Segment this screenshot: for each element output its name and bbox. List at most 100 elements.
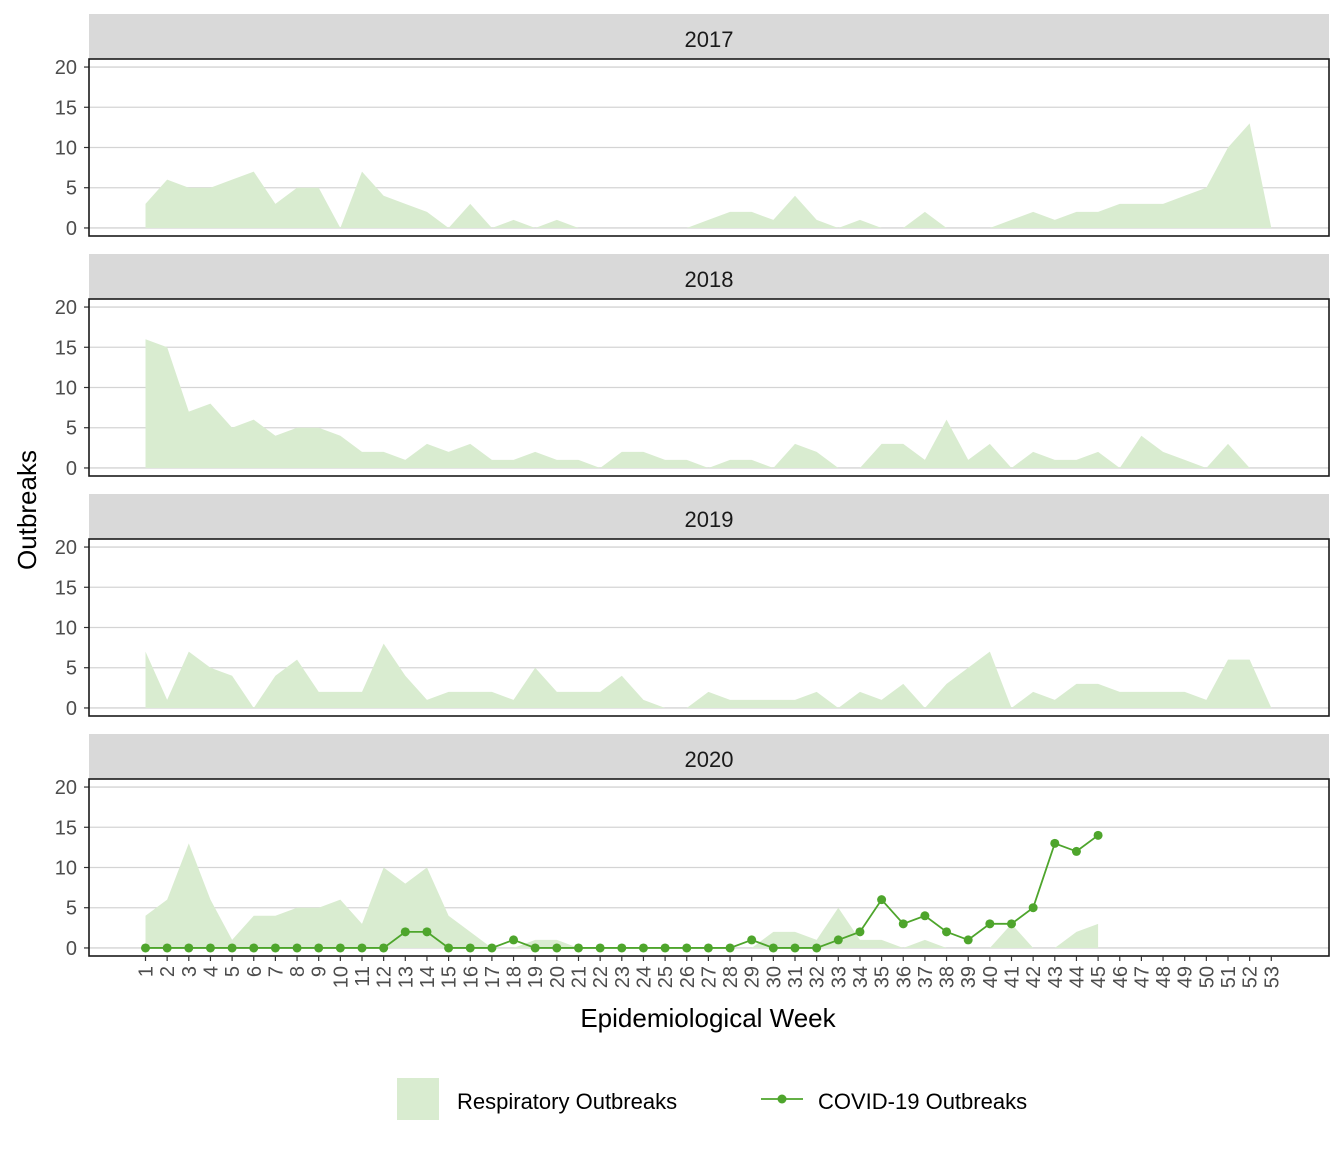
x-tick-label-20: 20	[547, 966, 569, 988]
strip-2018	[89, 254, 1329, 299]
covid-point-2020-week-33	[833, 935, 843, 945]
covid-point-2020-week-18	[509, 935, 519, 945]
covid-point-2020-week-34	[855, 927, 865, 937]
covid-point-2020-week-11	[357, 943, 367, 953]
y-tick-label-2020-10: 10	[55, 858, 77, 880]
strip-2019	[89, 494, 1329, 539]
x-tick-label-41: 41	[1002, 966, 1024, 988]
x-tick-label-50: 50	[1196, 966, 1218, 988]
covid-point-2020-week-10	[335, 943, 345, 953]
x-tick-label-53: 53	[1261, 966, 1283, 988]
covid-point-2020-week-8	[292, 943, 302, 953]
x-tick-label-48: 48	[1153, 966, 1175, 988]
covid-point-2020-week-45	[1093, 830, 1103, 840]
x-tick-label-43: 43	[1045, 966, 1067, 988]
covid-point-2020-week-35	[877, 895, 887, 905]
covid-point-2020-week-44	[1071, 846, 1081, 856]
x-tick-label-15: 15	[439, 966, 461, 988]
y-axis-title: Outbreaks	[12, 450, 42, 570]
covid-point-2020-week-40	[985, 919, 995, 929]
covid-point-2020-week-13	[400, 927, 410, 937]
panels: 2017051015202018051015202019051015202020…	[55, 14, 1330, 960]
x-tick-label-25: 25	[655, 966, 677, 988]
legend: Respiratory Outbreaks COVID-19 Outbreaks	[397, 1078, 1027, 1120]
y-tick-label-2017-15: 15	[55, 97, 77, 119]
strip-label-2019: 2019	[685, 507, 734, 532]
y-tick-label-2018-0: 0	[66, 458, 77, 480]
respiratory-area-2017	[145, 123, 1272, 228]
respiratory-area-2020	[145, 843, 1099, 948]
covid-point-2020-week-22	[595, 943, 605, 953]
covid-point-2020-week-21	[574, 943, 583, 953]
covid-point-2020-week-12	[379, 943, 389, 953]
y-tick-label-2018-20: 20	[55, 297, 77, 319]
covid-point-2020-week-31	[790, 943, 800, 953]
covid-point-2020-week-5	[227, 943, 237, 953]
covid-point-2020-week-20	[552, 943, 562, 953]
x-tick-label-14: 14	[417, 966, 439, 988]
y-tick-label-2019-5: 5	[66, 658, 77, 680]
x-tick-label-3: 3	[179, 966, 201, 977]
covid-point-2020-week-38	[942, 927, 952, 937]
x-tick-label-42: 42	[1023, 966, 1045, 988]
covid-point-2020-week-37	[920, 911, 930, 921]
covid-point-2020-week-27	[703, 943, 713, 953]
x-tick-label-32: 32	[807, 966, 829, 988]
x-tick-label-6: 6	[244, 966, 266, 977]
covid-point-2020-week-6	[249, 943, 259, 953]
panel-border-2017	[88, 58, 1330, 237]
covid-point-2020-week-16	[465, 943, 475, 953]
covid-point-2020-week-4	[205, 943, 215, 953]
strip-label-2018: 2018	[685, 267, 734, 292]
covid-point-2020-week-28	[725, 943, 735, 953]
x-tick-label-24: 24	[633, 966, 655, 988]
y-tick-label-2019-0: 0	[66, 698, 77, 720]
x-tick-label-36: 36	[893, 966, 915, 988]
x-tick-label-17: 17	[482, 966, 504, 988]
legend-key-covid-point	[777, 1094, 787, 1104]
y-tick-label-2018-5: 5	[66, 418, 77, 440]
x-tick-label-31: 31	[785, 966, 807, 988]
x-tick-label-46: 46	[1110, 966, 1132, 988]
panel-2018: 2018 0 5 10 15 20	[55, 254, 1330, 480]
x-tick-label-7: 7	[265, 966, 287, 977]
x-tick-label-35: 35	[872, 966, 894, 988]
covid-point-2020-week-39	[963, 935, 973, 945]
covid-point-2020-week-17	[487, 943, 497, 953]
y-tick-label-2018-10: 10	[55, 378, 77, 400]
y-tick-label-2020-0: 0	[66, 938, 77, 960]
x-tick-label-39: 39	[958, 966, 980, 988]
covid-point-2020-week-15	[444, 943, 454, 953]
legend-label-respiratory: Respiratory Outbreaks	[457, 1089, 677, 1114]
x-axis: 1 2 3 4 5 6 7 8 9 10 11 12 13 14 15 16 17 18 19 20 21 22 23 24 2…	[136, 956, 1283, 988]
x-tick-label-49: 49	[1175, 966, 1197, 988]
x-tick-label-40: 40	[980, 966, 1002, 988]
covid-point-2020-week-30	[768, 943, 778, 953]
y-tick-label-2017-5: 5	[66, 178, 77, 200]
x-tick-label-12: 12	[374, 966, 396, 988]
panel-border-2019	[88, 538, 1330, 717]
x-tick-label-44: 44	[1066, 966, 1088, 988]
covid-point-2020-week-2	[162, 943, 172, 953]
x-tick-label-28: 28	[720, 966, 742, 988]
y-tick-label-2020-15: 15	[55, 817, 77, 839]
panel-2019: 2019 0 5 10 15 20	[55, 494, 1330, 720]
x-tick-label-11: 11	[352, 966, 374, 987]
legend-key-respiratory	[397, 1078, 439, 1120]
x-tick-label-2: 2	[157, 966, 179, 977]
panel-2020: 2020 0 5 10 15 20	[55, 734, 1330, 960]
covid-point-2020-week-1	[141, 943, 150, 953]
x-tick-label-10: 10	[330, 966, 352, 988]
y-tick-label-2017-20: 20	[55, 57, 77, 79]
x-tick-label-13: 13	[395, 966, 417, 988]
panel-border-2018	[88, 298, 1330, 477]
y-tick-label-2018-15: 15	[55, 337, 77, 359]
strip-label-2020: 2020	[685, 747, 734, 772]
x-tick-label-33: 33	[828, 966, 850, 988]
covid-point-2020-week-29	[747, 935, 757, 945]
x-tick-label-29: 29	[742, 966, 764, 988]
covid-point-2020-week-14	[422, 927, 432, 937]
x-axis-title: Epidemiological Week	[580, 1003, 836, 1033]
y-tick-label-2019-15: 15	[55, 577, 77, 599]
x-tick-label-45: 45	[1088, 966, 1110, 988]
